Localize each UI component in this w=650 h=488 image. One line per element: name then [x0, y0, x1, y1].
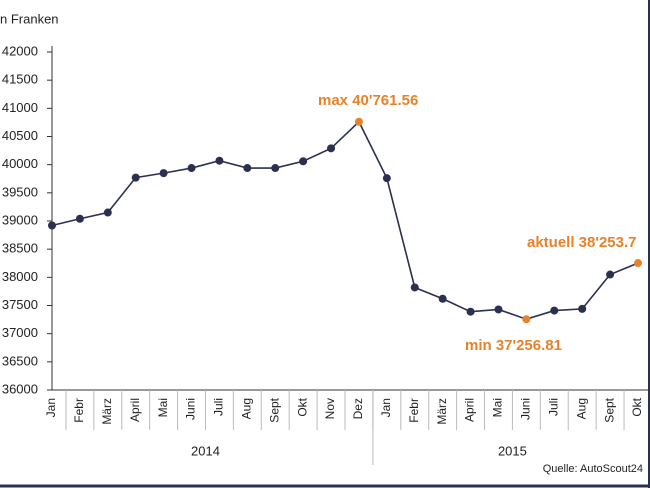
annotation-max: max 40'761.56 — [318, 92, 418, 109]
y-tick-label: 39000 — [2, 212, 38, 227]
x-tick-label: Juni — [184, 398, 198, 420]
point — [522, 315, 531, 324]
year-label: 2014 — [191, 443, 220, 458]
x-tick-label: März — [100, 398, 114, 425]
source: Quelle: AutoScout24 — [543, 463, 643, 475]
point — [494, 305, 503, 314]
x-tick-label: Nov — [323, 398, 337, 419]
annotation-current: aktuell 38'253.7 — [527, 234, 636, 251]
x-tick-label: Sept — [602, 397, 616, 422]
point — [75, 214, 84, 223]
point — [131, 173, 140, 182]
y-tick-label: 38500 — [2, 241, 38, 256]
point — [103, 208, 112, 217]
point — [48, 221, 56, 230]
y-tick-label: 41000 — [2, 100, 38, 115]
point — [354, 117, 363, 126]
y-tick-label: 37000 — [2, 325, 38, 340]
point — [243, 164, 252, 173]
point — [382, 174, 391, 183]
point — [466, 307, 475, 316]
point — [550, 306, 559, 315]
x-tick-label: Jan — [44, 398, 58, 417]
point — [327, 144, 336, 153]
y-tick-label: 42000 — [2, 43, 38, 58]
y-tick-label: 41500 — [2, 72, 38, 87]
y-tick-label: 39500 — [2, 184, 38, 199]
point — [271, 164, 280, 173]
point — [159, 169, 168, 178]
x-tick-label: Sept — [267, 397, 281, 422]
point — [187, 164, 196, 173]
x-tick-label: März — [435, 398, 449, 425]
point — [410, 283, 419, 292]
x-tick-label: Okt — [630, 397, 644, 416]
point — [578, 304, 587, 313]
x-tick-label: Febr — [407, 398, 421, 423]
point — [438, 294, 447, 303]
x-tick-label: Juli — [546, 398, 560, 416]
y-tick-label: 36000 — [2, 381, 38, 396]
y-tick-label: 38000 — [2, 269, 38, 284]
x-tick-label: Aug — [574, 398, 588, 419]
year-label: 2015 — [498, 443, 527, 458]
y-tick-label: 36500 — [2, 353, 38, 368]
x-tick-label: Okt — [295, 397, 309, 416]
x-tick-label: Jan — [379, 398, 393, 417]
point — [215, 156, 224, 165]
x-tick-label: Dez — [351, 398, 365, 419]
annotation-min: min 37'256.81 — [465, 337, 562, 354]
y-tick-label: 40000 — [2, 156, 38, 171]
x-tick-label: Aug — [240, 398, 254, 419]
y-tick-label: 37500 — [2, 297, 38, 312]
x-tick-label: Febr — [72, 398, 86, 423]
x-tick-label: Mai — [491, 398, 505, 417]
x-tick-label: April — [463, 398, 477, 422]
point — [606, 270, 615, 279]
x-tick-label: April — [128, 398, 142, 422]
x-tick-label: Juni — [519, 398, 533, 420]
x-tick-label: Mai — [156, 398, 170, 417]
y-tick-label: 40500 — [2, 128, 38, 143]
point — [299, 157, 308, 166]
y-axis-label: n Franken — [0, 11, 59, 26]
point — [634, 259, 642, 268]
line — [51, 120, 639, 321]
x-tick-label: Juli — [212, 398, 226, 416]
